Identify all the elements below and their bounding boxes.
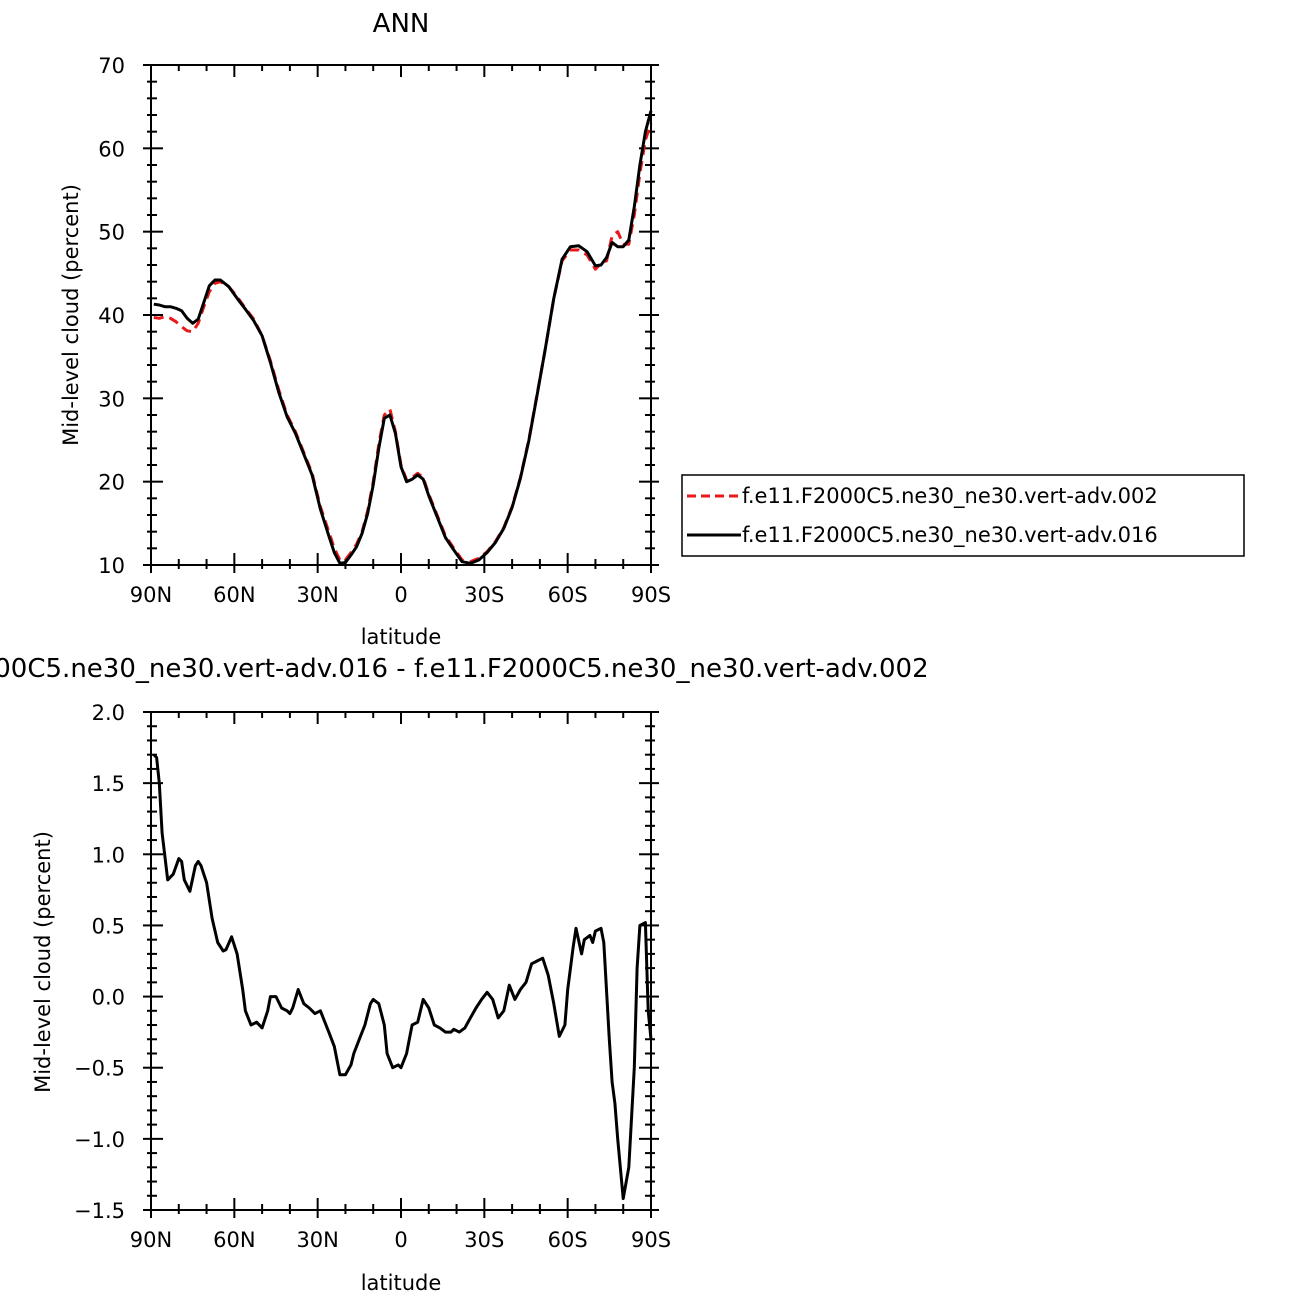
legend-label-002: f.e11.F2000C5.ne30_ne30.vert-adv.002 <box>742 484 1158 509</box>
top-xtick-label: 0 <box>394 583 407 607</box>
plot-top-ticks <box>143 64 659 573</box>
bottom-ytick-label: −0.5 <box>74 1057 125 1081</box>
bottom-xtick-label: 60S <box>548 1228 588 1252</box>
top-ytick-label: 10 <box>98 554 125 578</box>
plot-bottom-ylabel: Mid-level cloud (percent) <box>31 831 55 1093</box>
bottom-ytick-label: 0.0 <box>92 986 125 1010</box>
legend: f.e11.F2000C5.ne30_ne30.vert-adv.002 f.e… <box>681 474 1245 557</box>
plot-top-frame <box>150 64 652 566</box>
top-xtick-label: 60S <box>548 583 588 607</box>
plot-top-xlabel: latitude <box>361 625 442 649</box>
bottom-ytick-label: −1.5 <box>74 1199 125 1223</box>
top-ytick-label: 20 <box>98 471 125 495</box>
bottom-ytick-label: 1.5 <box>92 772 125 796</box>
plot-bottom-frame <box>150 711 652 1211</box>
top-xtick-label: 30S <box>464 583 504 607</box>
top-xtick-label: 60N <box>213 583 255 607</box>
top-ytick-label: 70 <box>98 54 125 78</box>
top-xtick-label: 30N <box>296 583 338 607</box>
bottom-xtick-label: 90S <box>631 1228 671 1252</box>
bottom-xtick-label: 30S <box>464 1228 504 1252</box>
plot-bottom: f.e11.F2000C5.ne30_ne30.vert-adv.016 - f… <box>0 654 929 1295</box>
plot-top-tick-labels: 90N 60N 30N 0 30S 60S 90S 10 20 30 40 50 60 70 <box>98 54 671 607</box>
top-xtick-label: 90S <box>631 583 671 607</box>
plot-top: ANN 90N 60N 30N 0 30S 60S 90S 10 20 30 40 50 60 70 la… <box>59 9 671 649</box>
bottom-xtick-label: 0 <box>394 1228 407 1252</box>
top-ytick-label: 40 <box>98 304 125 328</box>
bottom-series-line-0 <box>152 753 653 1201</box>
legend-label-016: f.e11.F2000C5.ne30_ne30.vert-adv.016 <box>742 523 1158 548</box>
bottom-xtick-label: 90N <box>130 1228 172 1252</box>
bottom-ytick-label: 2.0 <box>92 701 125 725</box>
plot-bottom-ticks <box>143 711 659 1218</box>
top-ytick-label: 30 <box>98 387 125 411</box>
bottom-xtick-label: 60N <box>213 1228 255 1252</box>
plot-bottom-series <box>152 753 653 1201</box>
bottom-ytick-label: −1.0 <box>74 1128 125 1152</box>
top-series-line-0 <box>153 122 653 564</box>
bottom-xtick-label: 30N <box>296 1228 338 1252</box>
bottom-ytick-label: 0.5 <box>92 914 125 938</box>
plot-bottom-title: f.e11.F2000C5.ne30_ne30.vert-adv.016 - f… <box>0 654 929 684</box>
plot-top-series <box>153 110 653 565</box>
top-series-line-1 <box>153 110 653 565</box>
top-ytick-label: 50 <box>98 221 125 245</box>
plot-bottom-tick-labels: 90N 60N 30N 0 30S 60S 90S −1.5 −1.0 −0.5 0.0 0.5 1.0… <box>74 701 671 1252</box>
legend-box <box>681 474 1245 557</box>
plot-top-title: ANN <box>373 9 430 39</box>
plot-top-ylabel: Mid-level cloud (percent) <box>59 184 83 446</box>
bottom-ytick-label: 1.0 <box>92 843 125 867</box>
plot-bottom-xlabel: latitude <box>361 1271 442 1295</box>
top-xtick-label: 90N <box>130 583 172 607</box>
top-ytick-label: 60 <box>98 137 125 161</box>
